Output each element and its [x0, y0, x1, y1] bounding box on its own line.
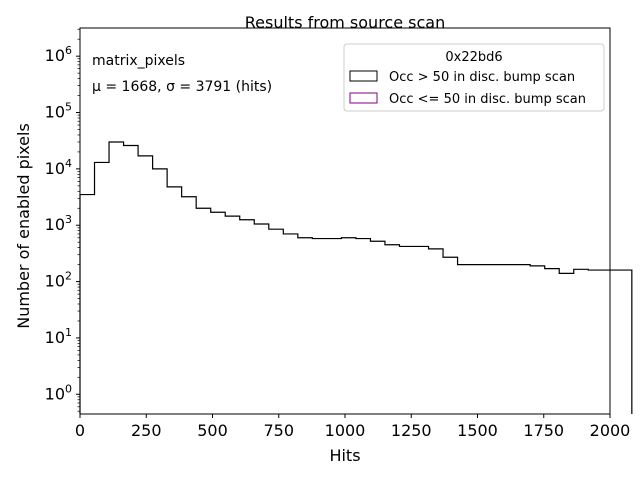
- x-tick-label: 0: [75, 421, 85, 440]
- legend-box: [343, 43, 605, 112]
- legend-swatch-occ-le-50: [349, 92, 378, 104]
- y-tick-label: 104: [45, 157, 72, 178]
- legend: 0x22bd6 Occ > 50 in disc. bump scan Occ …: [343, 43, 605, 112]
- y-tick-label: 101: [45, 326, 72, 347]
- stats-annotation: μ = 1668, σ = 3791 (hits): [92, 79, 272, 95]
- x-axis-label: Hits: [329, 446, 360, 465]
- y-tick-label: 106: [45, 44, 72, 65]
- chart-title: Results from source scan: [245, 13, 445, 32]
- x-tick-label: 1500: [457, 421, 498, 440]
- y-tick-label: 102: [45, 270, 72, 291]
- axes-frame: [79, 27, 611, 415]
- x-tick-label: 1750: [523, 421, 564, 440]
- legend-title: 0x22bd6: [445, 50, 502, 65]
- y-axis: 100 101 102 103 104 105 106: [45, 28, 80, 412]
- y-axis-label: Number of enabled pixels: [14, 123, 33, 329]
- x-tick-label: 500: [197, 421, 228, 440]
- y-tick-label: 103: [45, 213, 72, 234]
- x-tick-label: 2000: [590, 421, 631, 440]
- x-tick-label: 1000: [325, 421, 366, 440]
- legend-swatch-occ-gt-50: [349, 70, 378, 82]
- x-tick-label: 250: [131, 421, 162, 440]
- x-tick-label: 1250: [391, 421, 432, 440]
- y-tick-label: 100: [45, 382, 72, 403]
- y-tick-label: 105: [45, 101, 72, 122]
- legend-label-occ-le-50: Occ <= 50 in disc. bump scan: [389, 92, 586, 107]
- legend-label-occ-gt-50: Occ > 50 in disc. bump scan: [389, 70, 575, 85]
- plot-area: [79, 141, 633, 414]
- dataset-name-annotation: matrix_pixels: [92, 53, 185, 69]
- histogram-series-0: [79, 141, 633, 414]
- x-tick-label: 750: [263, 421, 294, 440]
- x-axis: 0 250 500 750 1000 1250 1500 1750 2000: [75, 414, 630, 440]
